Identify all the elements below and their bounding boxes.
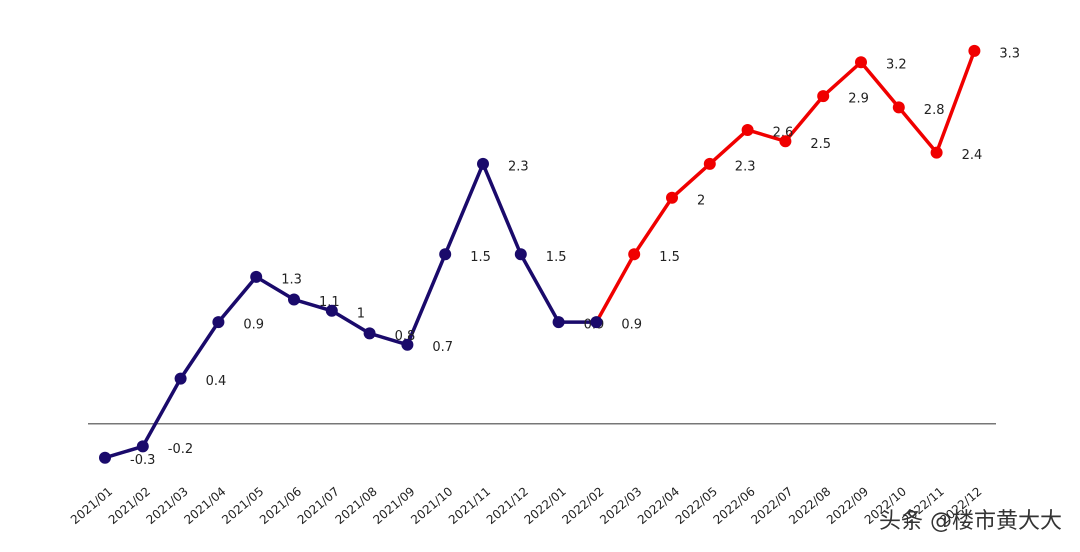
data-point bbox=[817, 90, 830, 103]
data-point bbox=[288, 293, 300, 306]
data-point bbox=[174, 372, 187, 385]
x-tick-label: 2021/10 bbox=[408, 484, 455, 527]
series-line bbox=[594, 50, 977, 323]
data-point bbox=[99, 451, 111, 464]
x-tick-label: 2021/06 bbox=[257, 484, 304, 527]
data-label: 2.8 bbox=[924, 103, 945, 118]
data-point bbox=[477, 157, 489, 170]
data-point bbox=[892, 101, 905, 114]
data-label: 1.3 bbox=[281, 272, 302, 287]
data-label: 3.3 bbox=[999, 46, 1020, 61]
x-tick-label: 2021/12 bbox=[484, 484, 531, 527]
data-point bbox=[930, 146, 943, 159]
x-tick-label: 2021/07 bbox=[295, 484, 342, 527]
data-label: 0.9 bbox=[243, 318, 264, 333]
data-point bbox=[363, 327, 376, 340]
data-point bbox=[666, 191, 678, 204]
data-label: 0.4 bbox=[206, 374, 227, 389]
data-point bbox=[401, 338, 414, 351]
x-tick-label: 2022/08 bbox=[786, 484, 833, 527]
x-tick-label: 2022/06 bbox=[711, 484, 758, 527]
x-tick-label: 2021/03 bbox=[144, 484, 191, 527]
data-label: 1 bbox=[357, 306, 365, 321]
data-point bbox=[855, 56, 867, 69]
x-tick-label: 2021/11 bbox=[446, 484, 493, 527]
data-point bbox=[590, 316, 603, 329]
data-label: -0.2 bbox=[168, 442, 193, 457]
x-tick-label: 2022/03 bbox=[597, 484, 644, 527]
x-tick-label: 2021/05 bbox=[219, 484, 266, 527]
data-point bbox=[439, 248, 452, 261]
data-point bbox=[325, 304, 338, 317]
data-point bbox=[968, 44, 981, 57]
data-point bbox=[136, 440, 149, 453]
data-point bbox=[514, 248, 527, 261]
data-label: 2.9 bbox=[848, 92, 869, 107]
data-point bbox=[741, 124, 754, 136]
data-label: 2.3 bbox=[508, 159, 529, 174]
data-point bbox=[628, 248, 641, 261]
x-tick-label: 2021/01 bbox=[68, 484, 115, 527]
data-point bbox=[552, 316, 565, 329]
data-label: 1.5 bbox=[659, 250, 680, 265]
data-label: 2.3 bbox=[735, 159, 756, 174]
data-label: 1.5 bbox=[546, 250, 567, 265]
data-point bbox=[779, 135, 792, 148]
data-label: 2.4 bbox=[962, 148, 983, 163]
data-point bbox=[212, 316, 225, 329]
x-tick-label: 2021/02 bbox=[106, 484, 153, 527]
data-label: 2 bbox=[697, 193, 705, 208]
x-tick-label: 2021/08 bbox=[333, 484, 380, 527]
data-point bbox=[703, 157, 716, 170]
data-label: 3.2 bbox=[886, 58, 907, 73]
data-label: 2.5 bbox=[810, 137, 831, 152]
x-tick-label: 2022/01 bbox=[522, 484, 569, 527]
x-tick-label: 2022/04 bbox=[635, 484, 682, 527]
series-line bbox=[104, 159, 597, 460]
x-tick-label: 2022/05 bbox=[673, 484, 720, 527]
data-label: -0.3 bbox=[130, 453, 155, 468]
data-label: 0.9 bbox=[621, 318, 642, 333]
x-tick-label: 2022/09 bbox=[824, 484, 871, 527]
data-label: 0.7 bbox=[432, 340, 453, 355]
data-point bbox=[250, 270, 263, 283]
watermark: 头条 @楼市黄大大 bbox=[879, 509, 1062, 534]
data-label: 1.5 bbox=[470, 250, 491, 265]
